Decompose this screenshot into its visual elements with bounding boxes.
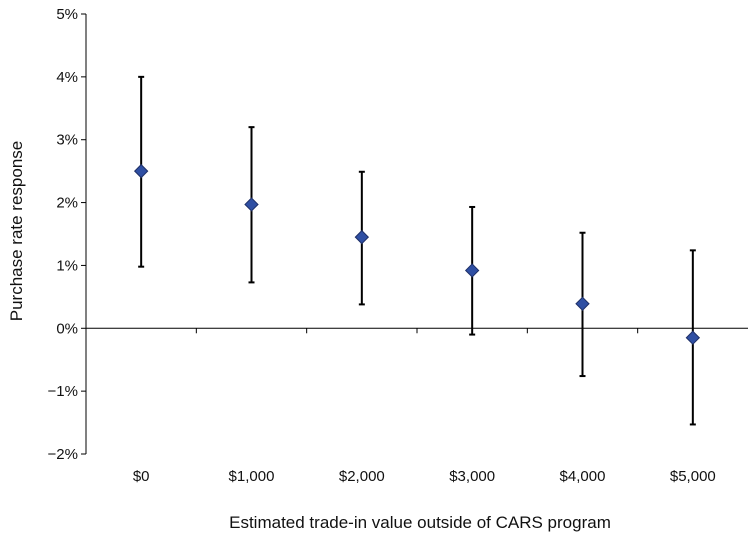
x-tick-label: $4,000 — [560, 468, 606, 485]
y-tick-label: −2% — [48, 446, 78, 463]
x-axis: $0 $1,000 $2,000 $3,000 $4,000 $5,000 — [86, 327, 748, 485]
y-axis: 5% 4% 3% 2% 1% 0% −1% −2% — [48, 6, 87, 463]
y-tick-label: −1% — [48, 383, 78, 400]
y-tick-label: 5% — [56, 6, 78, 23]
data-point — [133, 163, 149, 179]
y-tick-label: 0% — [56, 320, 78, 337]
x-tick-label: $5,000 — [670, 468, 716, 485]
data-point — [244, 197, 259, 212]
x-axis-title: Estimated trade-in value outside of CARS… — [229, 513, 611, 532]
y-tick-label: 2% — [56, 195, 78, 212]
data-point — [685, 330, 701, 345]
x-tick-label: $3,000 — [449, 468, 495, 485]
x-tick-label: $1,000 — [229, 468, 275, 485]
y-tick-label: 3% — [56, 132, 78, 149]
x-tick-label: $0 — [133, 468, 150, 485]
y-axis-title: Purchase rate response — [7, 141, 26, 322]
y-tick-label: 1% — [56, 257, 78, 274]
data-point — [354, 229, 370, 245]
x-tick-label: $2,000 — [339, 468, 385, 485]
data-point — [575, 296, 590, 311]
data-point — [464, 263, 480, 278]
series-layer — [133, 75, 701, 426]
y-tick-label: 4% — [56, 69, 78, 86]
